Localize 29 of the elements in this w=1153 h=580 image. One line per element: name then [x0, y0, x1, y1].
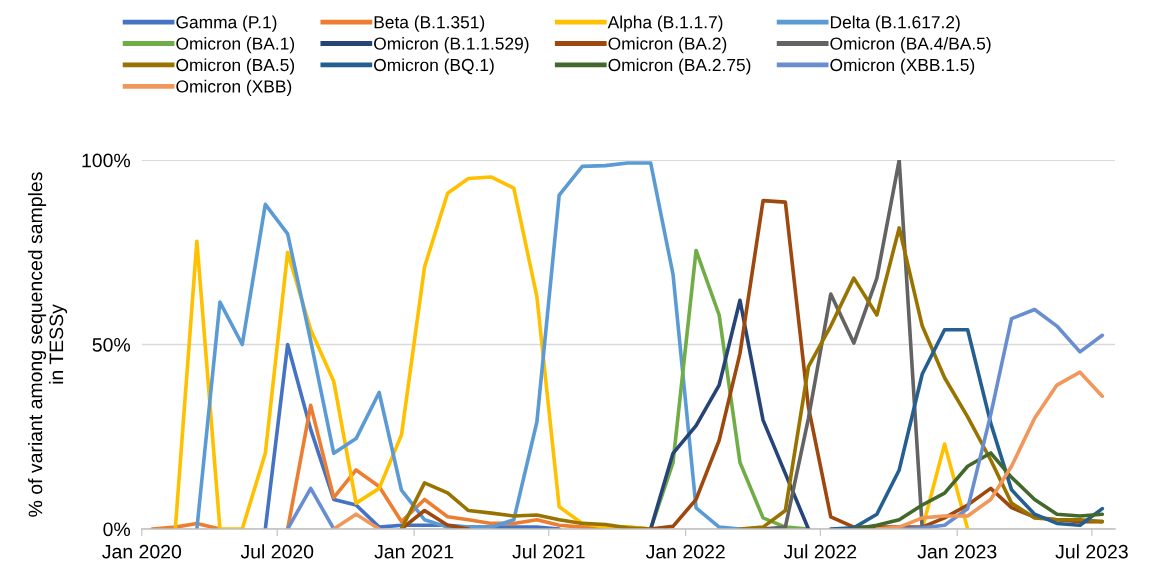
legend-label: Omicron (BA.2.75)	[608, 58, 751, 75]
line-series	[195, 161, 742, 529]
x-tick-label: Jul 2022	[783, 544, 857, 559]
x-tick-label: Jan 2020	[102, 544, 182, 559]
legend-label: Omicron (XBB)	[176, 79, 292, 96]
legend-label: Omicron (BA.2)	[608, 37, 727, 54]
line-series	[648, 298, 811, 529]
x-tick-label: Jan 2023	[917, 544, 997, 559]
legend-label: Omicron (B.1.1.529)	[374, 37, 529, 54]
y-axis-title: % of variant among sequenced samples in TESSy	[28, 172, 68, 517]
legend-label: Omicron (BQ.1)	[374, 58, 494, 75]
legend-label: Alpha (B.1.1.7)	[607, 15, 723, 32]
y-tick-label: 100%	[82, 153, 131, 168]
legend-label: Omicron (XBB.1.5)	[830, 58, 975, 75]
line-series	[852, 451, 1105, 529]
x-tick-label: Jan 2022	[645, 544, 725, 559]
legend-label: Beta (B.1.351)	[374, 15, 485, 32]
x-tick-label: Jul 2020	[240, 544, 314, 559]
x-tick-label: Jul 2021	[512, 544, 585, 559]
line-series	[828, 327, 1105, 529]
y-tick-label: 50%	[92, 337, 131, 352]
y-tick-label: 0%	[103, 522, 131, 537]
legend-label: Omicron (BA.1)	[176, 37, 295, 54]
x-tick-label: Jul 2023	[1055, 544, 1128, 559]
x-tick-label: Jan 2021	[374, 544, 454, 559]
legend-label: Delta (B.1.617.2)	[830, 15, 960, 32]
legend-label: Omicron (BA.5)	[176, 58, 295, 75]
legend-label: Gamma (P.1)	[176, 15, 277, 32]
legend-label: Omicron (BA.4/BA.5)	[830, 37, 991, 54]
